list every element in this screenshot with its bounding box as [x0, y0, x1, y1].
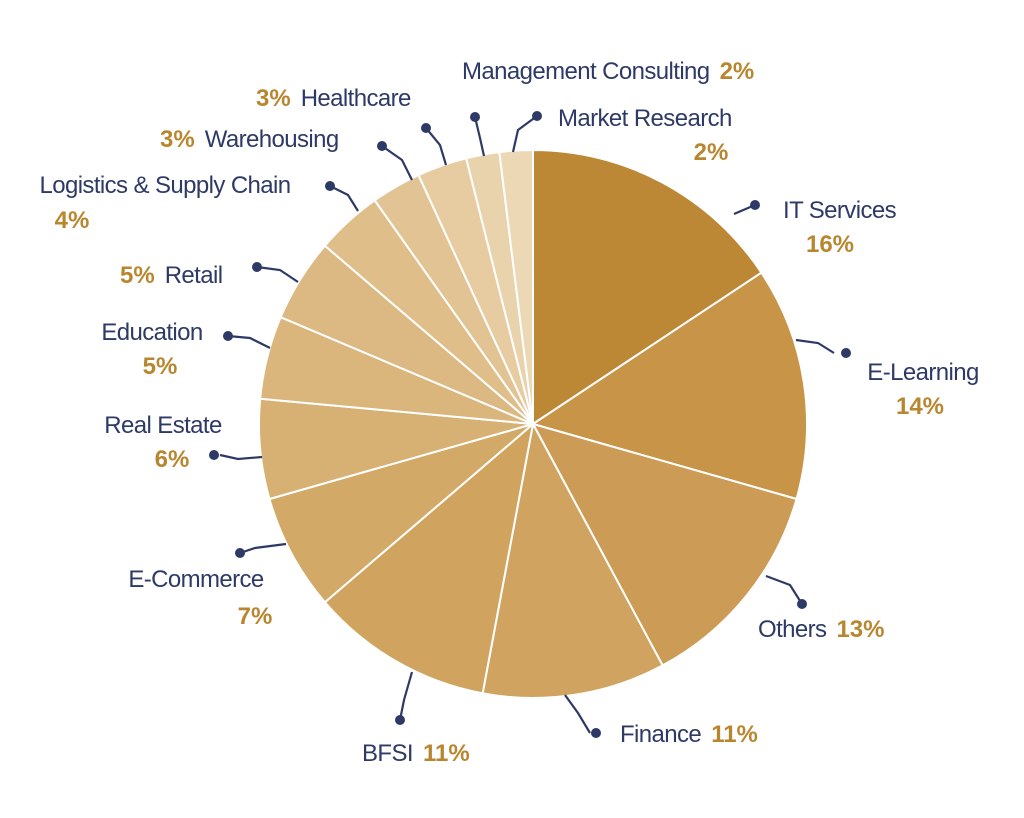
slices-layer	[258, 148, 808, 699]
leader-dot-logistics-and-supply-chain	[325, 181, 335, 191]
category-label-others: Others	[758, 616, 827, 643]
leader-line-e-learning	[795, 338, 835, 354]
pie-slice-e-learning	[530, 271, 808, 501]
pie-slice-market-research	[498, 148, 534, 425]
category-label-logistics-and-supply-chain: Logistics & Supply Chain	[39, 172, 290, 199]
leader-dot-warehousing	[377, 141, 387, 151]
leader-dot-retail	[252, 262, 262, 272]
leader-dot-it-services	[750, 200, 760, 210]
value-label-warehousing: 3%	[160, 126, 195, 153]
pie-slice-bfsi	[323, 421, 535, 695]
category-label-warehousing: Warehousing	[205, 126, 339, 153]
leader-line-bfsi	[398, 671, 414, 721]
leader-dot-bfsi	[395, 715, 405, 725]
leader-line-education	[227, 334, 271, 349]
category-label-finance: Finance	[620, 721, 701, 748]
pie-slice-it-services	[532, 148, 763, 426]
leader-line-market-research	[511, 115, 538, 153]
leaders-layer	[209, 111, 851, 738]
label-group-warehousing: 3% Warehousing	[160, 126, 339, 153]
leader-line-management-consulting	[473, 116, 486, 157]
category-label-management-consulting: Management Consulting	[462, 58, 710, 85]
category-label-e-learning: E-Learning	[867, 359, 978, 386]
pie-slice-e-commerce	[268, 423, 534, 604]
category-label-retail: Retail	[165, 262, 223, 289]
leader-line-finance	[564, 694, 591, 734]
pie-slice-finance	[481, 421, 664, 699]
leader-line-logistics-and-supply-chain	[329, 185, 359, 212]
leader-line-others	[765, 574, 803, 605]
leader-line-e-commerce	[239, 542, 287, 555]
value-label-retail: 5%	[120, 262, 155, 289]
labels-layer: IT Services 16% E-Learning 14% Others 13% Fina…	[39, 58, 979, 767]
label-group-retail: 5% Retail	[120, 262, 222, 289]
leader-dot-education	[223, 331, 233, 341]
value-label-management-consulting: 2%	[720, 58, 755, 85]
leader-dot-finance	[591, 728, 601, 738]
leader-dot-others	[797, 599, 807, 609]
pie-slice-others	[531, 422, 798, 667]
category-label-education: Education	[101, 319, 202, 346]
leader-dot-market-research	[532, 111, 542, 121]
category-label-bfsi: BFSI	[362, 740, 413, 767]
label-group-bfsi: BFSI 11%	[362, 740, 470, 767]
leader-dot-e-learning	[841, 348, 851, 358]
leader-line-warehousing	[381, 145, 413, 181]
leader-line-healthcare	[425, 127, 448, 166]
leader-dot-management-consulting	[470, 112, 480, 122]
value-label-others: 13%	[836, 616, 884, 643]
leader-line-real-estate	[219, 453, 263, 461]
leader-line-retail	[256, 265, 299, 283]
leader-dot-e-commerce	[235, 548, 245, 558]
label-group-healthcare: 3% Healthcare	[256, 85, 411, 112]
category-label-real-estate: Real Estate	[104, 412, 222, 439]
value-label-healthcare: 3%	[256, 85, 291, 112]
category-label-e-commerce: E-Commerce	[128, 566, 264, 593]
leader-dot-healthcare	[421, 123, 431, 133]
value-label-logistics-and-supply-chain: 4%	[55, 207, 90, 234]
value-label-e-commerce: 7%	[238, 603, 273, 630]
value-label-market-research: 2%	[694, 139, 729, 166]
category-label-market-research: Market Research	[558, 105, 732, 132]
label-group-finance: Finance 11%	[620, 721, 758, 748]
value-label-e-learning: 14%	[896, 393, 944, 420]
value-label-bfsi: 11%	[423, 740, 470, 767]
category-label-it-services: IT Services	[783, 197, 897, 224]
value-label-real-estate: 6%	[155, 446, 190, 473]
leader-dot-real-estate	[209, 450, 219, 460]
category-label-healthcare: Healthcare	[301, 85, 411, 112]
label-group-others: Others 13%	[758, 616, 884, 643]
value-label-it-services: 16%	[806, 231, 854, 258]
label-group-management-consulting: Management Consulting 2%	[462, 58, 754, 85]
value-label-finance: 11%	[711, 721, 758, 748]
value-label-education: 5%	[143, 353, 178, 380]
